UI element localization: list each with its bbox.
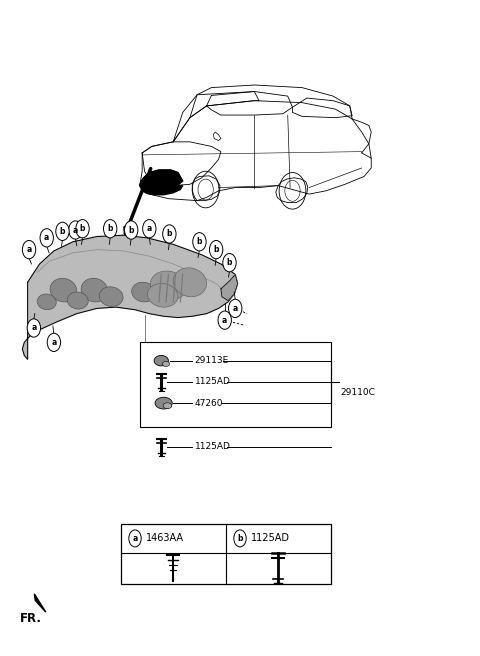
Circle shape (234, 530, 246, 547)
Text: b: b (167, 230, 172, 238)
Circle shape (124, 221, 138, 239)
Text: 47260: 47260 (195, 399, 223, 407)
Ellipse shape (154, 356, 168, 366)
Text: a: a (51, 338, 57, 347)
Bar (140, 342, 331, 427)
Ellipse shape (163, 403, 172, 409)
Circle shape (209, 241, 223, 258)
Ellipse shape (67, 292, 88, 309)
Text: 1463AA: 1463AA (145, 533, 183, 543)
Circle shape (56, 222, 69, 241)
Circle shape (223, 253, 236, 272)
Text: a: a (73, 226, 78, 234)
Text: FR.: FR. (20, 612, 42, 625)
Text: 1125AD: 1125AD (195, 442, 230, 451)
Text: a: a (132, 534, 138, 543)
Polygon shape (213, 132, 221, 140)
Ellipse shape (50, 278, 77, 302)
Circle shape (69, 221, 82, 239)
Ellipse shape (173, 268, 206, 297)
Text: a: a (233, 304, 238, 313)
Text: a: a (26, 245, 32, 254)
Text: a: a (31, 323, 36, 333)
Text: b: b (129, 226, 134, 234)
Text: b: b (80, 224, 85, 234)
Circle shape (228, 299, 242, 318)
Ellipse shape (132, 282, 156, 302)
Circle shape (163, 225, 176, 243)
Circle shape (193, 233, 206, 251)
Ellipse shape (150, 271, 187, 300)
Polygon shape (140, 186, 183, 195)
Text: a: a (44, 234, 49, 242)
Circle shape (27, 319, 40, 337)
Text: a: a (222, 316, 228, 325)
Text: 1125AD: 1125AD (251, 533, 289, 543)
Circle shape (104, 220, 117, 238)
Circle shape (129, 530, 141, 547)
Polygon shape (34, 594, 46, 612)
Ellipse shape (147, 283, 178, 307)
Ellipse shape (37, 294, 56, 310)
Circle shape (40, 229, 53, 247)
Polygon shape (140, 170, 183, 188)
Text: b: b (227, 258, 232, 267)
Ellipse shape (99, 287, 123, 306)
Circle shape (143, 220, 156, 238)
Polygon shape (23, 236, 238, 359)
Text: 1125AD: 1125AD (195, 377, 230, 386)
Text: b: b (197, 237, 202, 246)
Text: 29110C: 29110C (340, 388, 375, 397)
Text: b: b (108, 224, 113, 234)
Text: 29113E: 29113E (195, 356, 229, 365)
Text: a: a (147, 224, 152, 234)
Ellipse shape (81, 278, 108, 302)
Bar (120, 524, 331, 584)
Ellipse shape (155, 398, 172, 409)
Circle shape (23, 241, 36, 258)
Text: b: b (214, 245, 219, 254)
Polygon shape (221, 274, 238, 300)
Text: b: b (60, 227, 65, 236)
Circle shape (218, 311, 231, 329)
Ellipse shape (162, 361, 169, 367)
Circle shape (47, 333, 60, 352)
Circle shape (76, 220, 89, 238)
Text: b: b (237, 534, 243, 543)
